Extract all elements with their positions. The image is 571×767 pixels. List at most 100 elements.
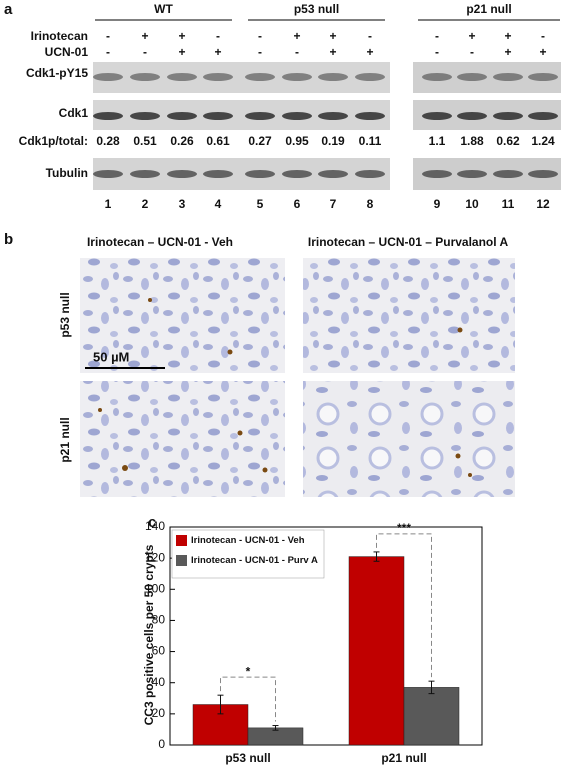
treatment-sign: - (435, 29, 439, 43)
lane-number: 11 (502, 197, 515, 211)
band (203, 73, 233, 81)
y-tick-label: 20 (152, 706, 166, 720)
band (493, 170, 523, 178)
row-label: Tubulin (46, 166, 88, 180)
lane-number: 12 (536, 197, 550, 211)
band (318, 73, 348, 81)
treatment-sign: - (106, 45, 110, 59)
treatment-sign: + (468, 29, 475, 43)
band (355, 170, 385, 178)
treatment-sign: - (258, 45, 262, 59)
lane-number: 8 (367, 197, 374, 211)
lane-number: 2 (142, 197, 149, 211)
lane-number: 7 (330, 197, 337, 211)
band (493, 73, 523, 81)
band (318, 170, 348, 178)
treatment-sign: + (329, 45, 336, 59)
band (282, 73, 312, 81)
row-label: Cdk1 (59, 106, 89, 120)
treatment-sign: - (216, 29, 220, 43)
row-label: p53 null (58, 292, 72, 337)
band (93, 170, 123, 178)
y-tick-label: 100 (145, 581, 165, 595)
ratio: 1.1 (429, 134, 446, 148)
ratio: 0.26 (170, 134, 194, 148)
ratio: 0.61 (206, 134, 230, 148)
lane-number: 4 (215, 197, 222, 211)
significance-label: * (246, 664, 251, 678)
band (203, 112, 233, 120)
lane-number: 10 (465, 197, 479, 211)
treatment-sign: + (539, 45, 546, 59)
band (318, 112, 348, 120)
legend-entry: Irinotecan - UCN-01 - Veh (191, 535, 305, 546)
band (130, 73, 160, 81)
significance-label: *** (397, 521, 411, 535)
treatment-label: Irinotecan (31, 29, 88, 43)
band (245, 170, 275, 178)
band (457, 170, 487, 178)
ratio: 0.28 (96, 134, 120, 148)
ratio: 0.51 (133, 134, 157, 148)
band (457, 73, 487, 81)
band (355, 112, 385, 120)
treatment-sign: + (178, 45, 185, 59)
treatment-sign: + (504, 29, 511, 43)
row-label: Cdk1-pY15 (26, 66, 88, 80)
band (203, 170, 233, 178)
y-tick-label: 60 (152, 644, 166, 658)
micrograph (303, 381, 515, 497)
treatment-sign: + (329, 29, 336, 43)
group-label: p21 null (466, 2, 511, 16)
band (245, 112, 275, 120)
treatment-sign: - (106, 29, 110, 43)
treatment-sign: - (368, 29, 372, 43)
stain-dots (98, 298, 472, 477)
ratio: 0.11 (359, 134, 382, 148)
y-tick-label: 120 (145, 550, 165, 564)
y-tick-label: 0 (158, 737, 165, 751)
scale-bar-label: 50 µM (93, 349, 129, 364)
band (282, 112, 312, 120)
ratio: 0.19 (321, 134, 345, 148)
group-label: p53 null (294, 2, 339, 16)
y-tick-label: 40 (152, 675, 166, 689)
band (422, 112, 452, 120)
y-tick-label: 140 (145, 519, 165, 533)
treatment-sign: - (295, 45, 299, 59)
significance-bracket (376, 533, 432, 678)
band (167, 73, 197, 81)
treatment-sign: + (214, 45, 221, 59)
micrograph (303, 258, 515, 373)
micrograph (80, 258, 285, 373)
treatment-sign: + (504, 45, 511, 59)
panel-label: b (4, 231, 13, 248)
bar (348, 556, 405, 746)
band (93, 112, 123, 120)
band (282, 170, 312, 178)
significance-bracket (220, 676, 276, 722)
ratio: 0.62 (496, 134, 520, 148)
band (130, 112, 160, 120)
row-label: Cdk1p/total: (19, 134, 88, 148)
band (528, 73, 558, 81)
lane-number: 9 (434, 197, 441, 211)
y-tick-label: 80 (152, 613, 166, 627)
group-label: WT (154, 2, 173, 16)
legend-label: Irinotecan - UCN-01 - Veh (191, 535, 305, 546)
band (130, 170, 160, 178)
band (245, 73, 275, 81)
band (93, 73, 123, 81)
panel-label: c (148, 514, 156, 531)
treatment-sign: - (258, 29, 262, 43)
band (493, 112, 523, 120)
band (457, 112, 487, 120)
treatment-sign: + (178, 29, 185, 43)
bar (403, 687, 460, 746)
micrograph (80, 381, 285, 497)
band (422, 73, 452, 81)
ratio: 1.24 (531, 134, 555, 148)
lane-number: 3 (179, 197, 186, 211)
lane-number: 1 (105, 197, 112, 211)
